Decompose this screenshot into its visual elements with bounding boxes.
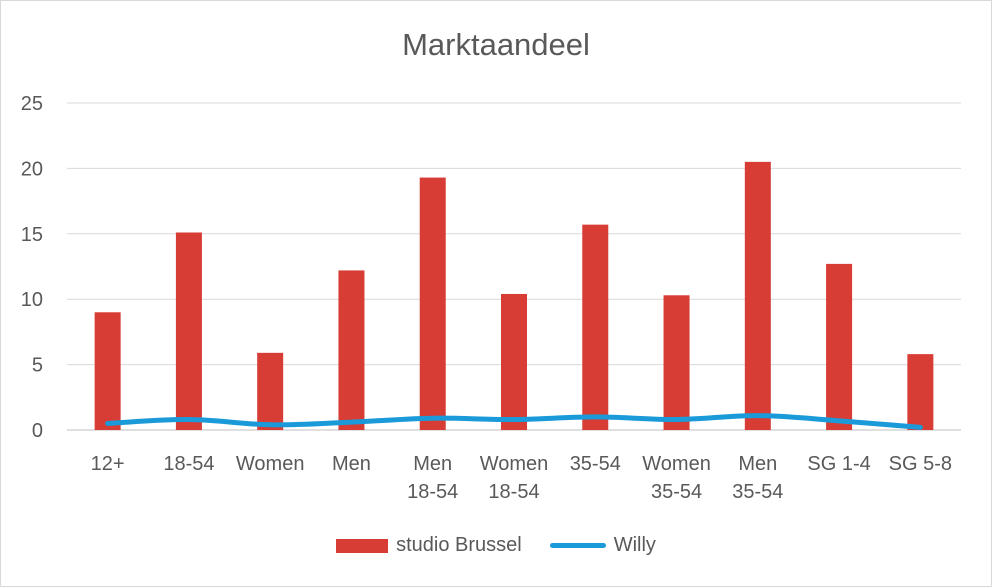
legend-item-bar-series: studio Brussel bbox=[336, 534, 522, 557]
legend-label-bar-series: studio Brussel bbox=[396, 534, 522, 556]
legend-label-line-series: Willy bbox=[613, 534, 656, 556]
y-tick-label: 0 bbox=[32, 420, 43, 442]
x-tick-label: 12+ bbox=[91, 453, 125, 475]
bar bbox=[826, 263, 853, 430]
bar bbox=[175, 232, 202, 430]
y-tick-label: 15 bbox=[21, 224, 43, 246]
bar bbox=[582, 224, 609, 430]
bar bbox=[338, 270, 365, 430]
x-tick-label: Men bbox=[738, 453, 777, 475]
bar bbox=[501, 293, 527, 430]
x-tick-label: 35-54 bbox=[570, 453, 621, 475]
x-tick-label: Women bbox=[480, 453, 549, 475]
legend-item-line-series: Willy bbox=[549, 534, 656, 557]
x-tick-label: Men bbox=[332, 453, 371, 475]
x-tick-label: 18-54 bbox=[488, 481, 539, 503]
bar bbox=[94, 312, 121, 430]
bar bbox=[257, 352, 284, 430]
bar bbox=[907, 354, 934, 430]
x-tick-label: Women bbox=[642, 453, 711, 475]
y-tick-label: 10 bbox=[21, 289, 43, 311]
x-tick-label: Men bbox=[413, 453, 452, 475]
x-tick-label: 35-54 bbox=[732, 481, 783, 503]
y-tick-label: 25 bbox=[21, 93, 43, 115]
x-tick-label: Women bbox=[236, 453, 305, 475]
legend-swatch-bar bbox=[336, 538, 389, 553]
x-tick-label: 18-54 bbox=[163, 453, 214, 475]
chart-legend: studio Brussel Willy bbox=[1, 534, 991, 557]
bar bbox=[744, 161, 771, 431]
y-tick-label: 20 bbox=[21, 158, 43, 180]
y-tick-label: 5 bbox=[32, 355, 43, 377]
x-tick-label: SG 1-4 bbox=[807, 453, 870, 475]
legend-swatch-line bbox=[549, 543, 606, 548]
series-line bbox=[105, 413, 923, 430]
chart-title: Marktaandeel bbox=[402, 27, 590, 62]
bar bbox=[663, 295, 690, 430]
x-tick-label: 35-54 bbox=[651, 481, 702, 503]
x-tick-label: 18-54 bbox=[407, 481, 458, 503]
x-tick-label: SG 5-8 bbox=[889, 453, 952, 475]
bar bbox=[419, 177, 446, 430]
